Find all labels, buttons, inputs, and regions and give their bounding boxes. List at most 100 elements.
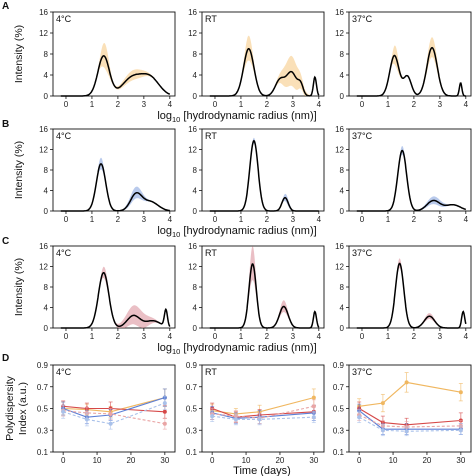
y-tick-label: 0.3 bbox=[37, 426, 49, 435]
y-axis-label: Intensity (%) bbox=[13, 258, 25, 316]
x-tick-label: 2 bbox=[116, 100, 121, 109]
x-tick-label: 4 bbox=[317, 100, 322, 109]
pdi-series-pink bbox=[210, 399, 316, 425]
x-tick-label: 1 bbox=[239, 215, 244, 224]
y-tick-label: 12 bbox=[188, 263, 197, 272]
size-distribution-curve bbox=[356, 149, 467, 212]
pdi-line bbox=[358, 410, 461, 430]
x-tick-label: 0 bbox=[64, 100, 69, 109]
x-tick-label: 4 bbox=[464, 215, 469, 224]
x-axis-label-sub: 10 bbox=[172, 115, 180, 124]
x-tick-label: 4 bbox=[168, 215, 173, 224]
y-tick-label: 8 bbox=[44, 283, 49, 292]
pdi-line bbox=[359, 381, 461, 407]
x-tick-label: 4 bbox=[464, 100, 469, 109]
panel-letter: C bbox=[2, 236, 9, 247]
size-distribution-curve bbox=[209, 139, 319, 212]
pdi-line bbox=[358, 416, 461, 432]
y-tick-label: 12 bbox=[39, 263, 48, 272]
y-tick-label: 4 bbox=[44, 187, 49, 196]
pdi-series-red bbox=[357, 401, 463, 432]
y-tick-label: 0 bbox=[340, 92, 345, 101]
x-tick-label: 2 bbox=[116, 332, 121, 341]
y-axis-label: Intensity (%) bbox=[13, 141, 25, 199]
y-tick-label: 16 bbox=[335, 125, 344, 134]
axes-frame bbox=[201, 128, 325, 212]
x-tick-label: 2 bbox=[265, 100, 270, 109]
panel-letter: A bbox=[2, 1, 9, 12]
y-tick-label: 0.3 bbox=[186, 426, 198, 435]
y-tick-label: 4 bbox=[193, 187, 198, 196]
subplot-D-1: 0 10 20 30 0.1 0.3 0.5 0.7 0.9 4°C bbox=[37, 361, 176, 465]
x-tick-label: 1 bbox=[386, 100, 391, 109]
data-point bbox=[404, 380, 409, 385]
data-point bbox=[380, 401, 385, 406]
axes-frame bbox=[348, 11, 472, 97]
data-point bbox=[311, 415, 316, 420]
data-point bbox=[380, 428, 385, 433]
y-tick-label: 12 bbox=[39, 146, 48, 155]
x-tick-label: 20 bbox=[422, 456, 431, 465]
x-tick-label: 3 bbox=[438, 100, 443, 109]
panel-letter: D bbox=[2, 353, 9, 364]
y-tick-label: 0.5 bbox=[333, 405, 345, 414]
y-tick-label: 16 bbox=[335, 8, 344, 17]
y-tick-label: 12 bbox=[335, 146, 344, 155]
y-tick-label: 0 bbox=[193, 207, 198, 216]
y-tick-label: 0.9 bbox=[37, 361, 49, 370]
y-tick-label: 8 bbox=[44, 50, 49, 59]
pdi-line bbox=[212, 397, 314, 415]
y-tick-label: 4 bbox=[340, 71, 345, 80]
x-tick-label: 30 bbox=[456, 456, 465, 465]
x-tick-label: 0 bbox=[61, 456, 66, 465]
data-point bbox=[233, 417, 238, 422]
x-tick-label: 1 bbox=[90, 100, 95, 109]
pdi-line bbox=[63, 410, 165, 425]
y-axis-label-line1: Polydispersity bbox=[4, 375, 16, 441]
x-tick-label: 3 bbox=[142, 332, 147, 341]
data-point bbox=[458, 428, 463, 433]
x-tick-label: 10 bbox=[93, 456, 102, 465]
pdi-line bbox=[358, 408, 461, 426]
condition-label: 37°C bbox=[352, 14, 373, 24]
x-axis-label: log10 [hydrodynamic radius (nm)] bbox=[157, 342, 316, 356]
x-tick-label: 0 bbox=[213, 332, 218, 341]
variability-band bbox=[60, 266, 170, 328]
axes-frame bbox=[201, 364, 325, 453]
x-tick-label: 2 bbox=[412, 332, 417, 341]
y-tick-label: 0 bbox=[340, 324, 345, 333]
y-tick-label: 0 bbox=[193, 92, 198, 101]
y-tick-label: 16 bbox=[39, 8, 48, 17]
x-axis-label-rest: [hydrodynamic radius (nm)] bbox=[180, 342, 316, 354]
y-tick-label: 0 bbox=[44, 207, 49, 216]
axes-frame bbox=[201, 11, 325, 97]
x-tick-label: 2 bbox=[265, 332, 270, 341]
x-axis-label-log: log bbox=[157, 225, 172, 237]
variability-band bbox=[209, 246, 319, 328]
x-tick-label: 4 bbox=[168, 332, 173, 341]
y-tick-label: 12 bbox=[335, 263, 344, 272]
pdi-line bbox=[63, 397, 165, 418]
y-tick-label: 0.7 bbox=[186, 383, 198, 392]
y-tick-label: 4 bbox=[44, 304, 49, 313]
x-tick-label: 3 bbox=[291, 215, 296, 224]
x-tick-label: 3 bbox=[438, 215, 443, 224]
y-tick-label: 4 bbox=[193, 71, 198, 80]
y-tick-label: 8 bbox=[340, 50, 345, 59]
y-tick-label: 8 bbox=[193, 50, 198, 59]
x-tick-label: 3 bbox=[291, 100, 296, 109]
condition-label: RT bbox=[205, 14, 217, 24]
data-point bbox=[311, 404, 316, 409]
x-tick-label: 4 bbox=[317, 332, 322, 341]
x-tick-label: 2 bbox=[116, 215, 121, 224]
x-axis-label-sub: 10 bbox=[172, 230, 180, 239]
